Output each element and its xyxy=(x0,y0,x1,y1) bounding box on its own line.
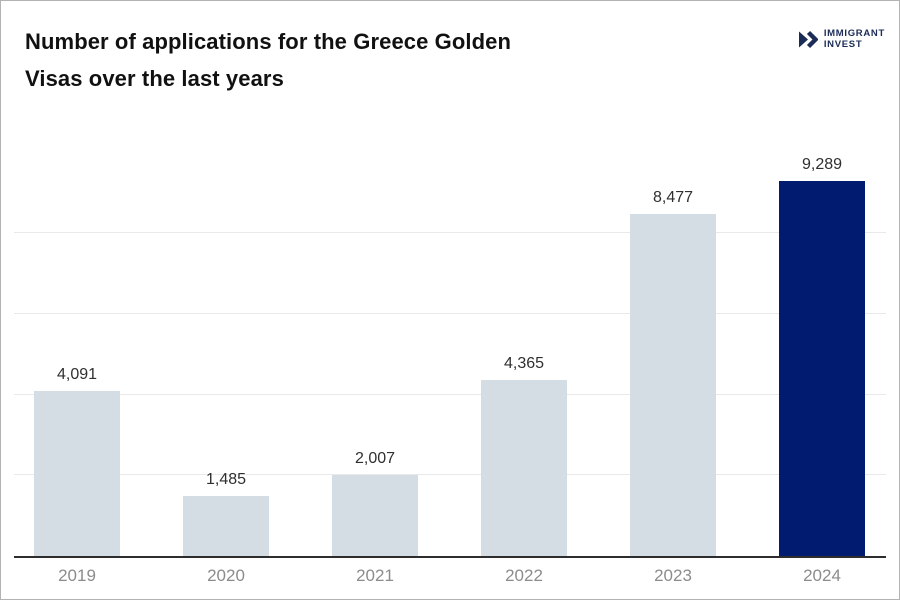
chart-title: Number of applications for the Greece Go… xyxy=(25,23,625,97)
bar-value-label-2019: 4,091 xyxy=(56,365,98,383)
bar-group-2021: 2,007 xyxy=(332,450,418,556)
bar-2022 xyxy=(481,379,567,556)
bar-value-label-2024: 9,289 xyxy=(801,155,843,173)
bar-value-label-2020: 1,485 xyxy=(205,471,247,489)
chart-title-line1: Number of applications for the Greece Go… xyxy=(25,29,512,54)
gridline-2000 xyxy=(14,474,886,476)
logo-line2: INVEST xyxy=(823,39,863,50)
double-chevron-right-icon xyxy=(798,30,818,48)
x-axis-label-2023: 2023 xyxy=(654,566,692,585)
bar-2024 xyxy=(779,180,865,556)
chart-title-line2: Visas over the last years xyxy=(25,66,284,91)
bar-group-2019: 4,091 xyxy=(34,366,120,556)
x-axis-label-2024: 2024 xyxy=(803,566,841,585)
gridline-4000 xyxy=(14,393,886,395)
x-axis-label-2022: 2022 xyxy=(505,566,543,585)
x-axis: 2019 2020 2021 2022 2023 2024 xyxy=(14,566,886,588)
bar-group-2023: 8,477 xyxy=(630,189,716,556)
bar-value-label-2021: 2,007 xyxy=(354,449,396,467)
logo-wordmark: IMMIGRANT INVEST xyxy=(824,28,885,50)
bar-2019 xyxy=(34,390,120,556)
x-axis-label-2021: 2021 xyxy=(356,566,394,585)
bar-group-2024: 9,289 xyxy=(779,156,865,556)
gridline-8000 xyxy=(14,232,886,233)
bar-value-label-2022: 4,365 xyxy=(503,354,545,372)
x-axis-label-2019: 2019 xyxy=(58,566,96,585)
bar-2023 xyxy=(630,213,716,556)
bar-group-2020: 1,485 xyxy=(183,471,269,556)
gridline-6000 xyxy=(14,312,886,314)
bar-chart: 4,091 1,485 2,007 4,365 8,477 9,289 xyxy=(14,131,886,558)
logo: IMMIGRANT INVEST xyxy=(797,28,885,50)
bar-value-label-2023: 8,477 xyxy=(652,188,694,206)
logo-line1: IMMIGRANT xyxy=(823,28,885,39)
bar-group-2022: 4,365 xyxy=(481,355,567,556)
x-axis-label-2020: 2020 xyxy=(207,566,245,585)
bar-2021 xyxy=(332,474,418,556)
bar-2020 xyxy=(183,496,269,556)
